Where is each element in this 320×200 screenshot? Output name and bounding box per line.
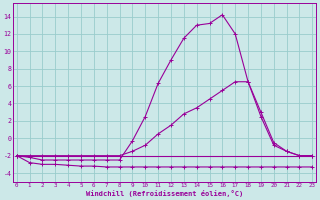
X-axis label: Windchill (Refroidissement éolien,°C): Windchill (Refroidissement éolien,°C) (86, 190, 243, 197)
